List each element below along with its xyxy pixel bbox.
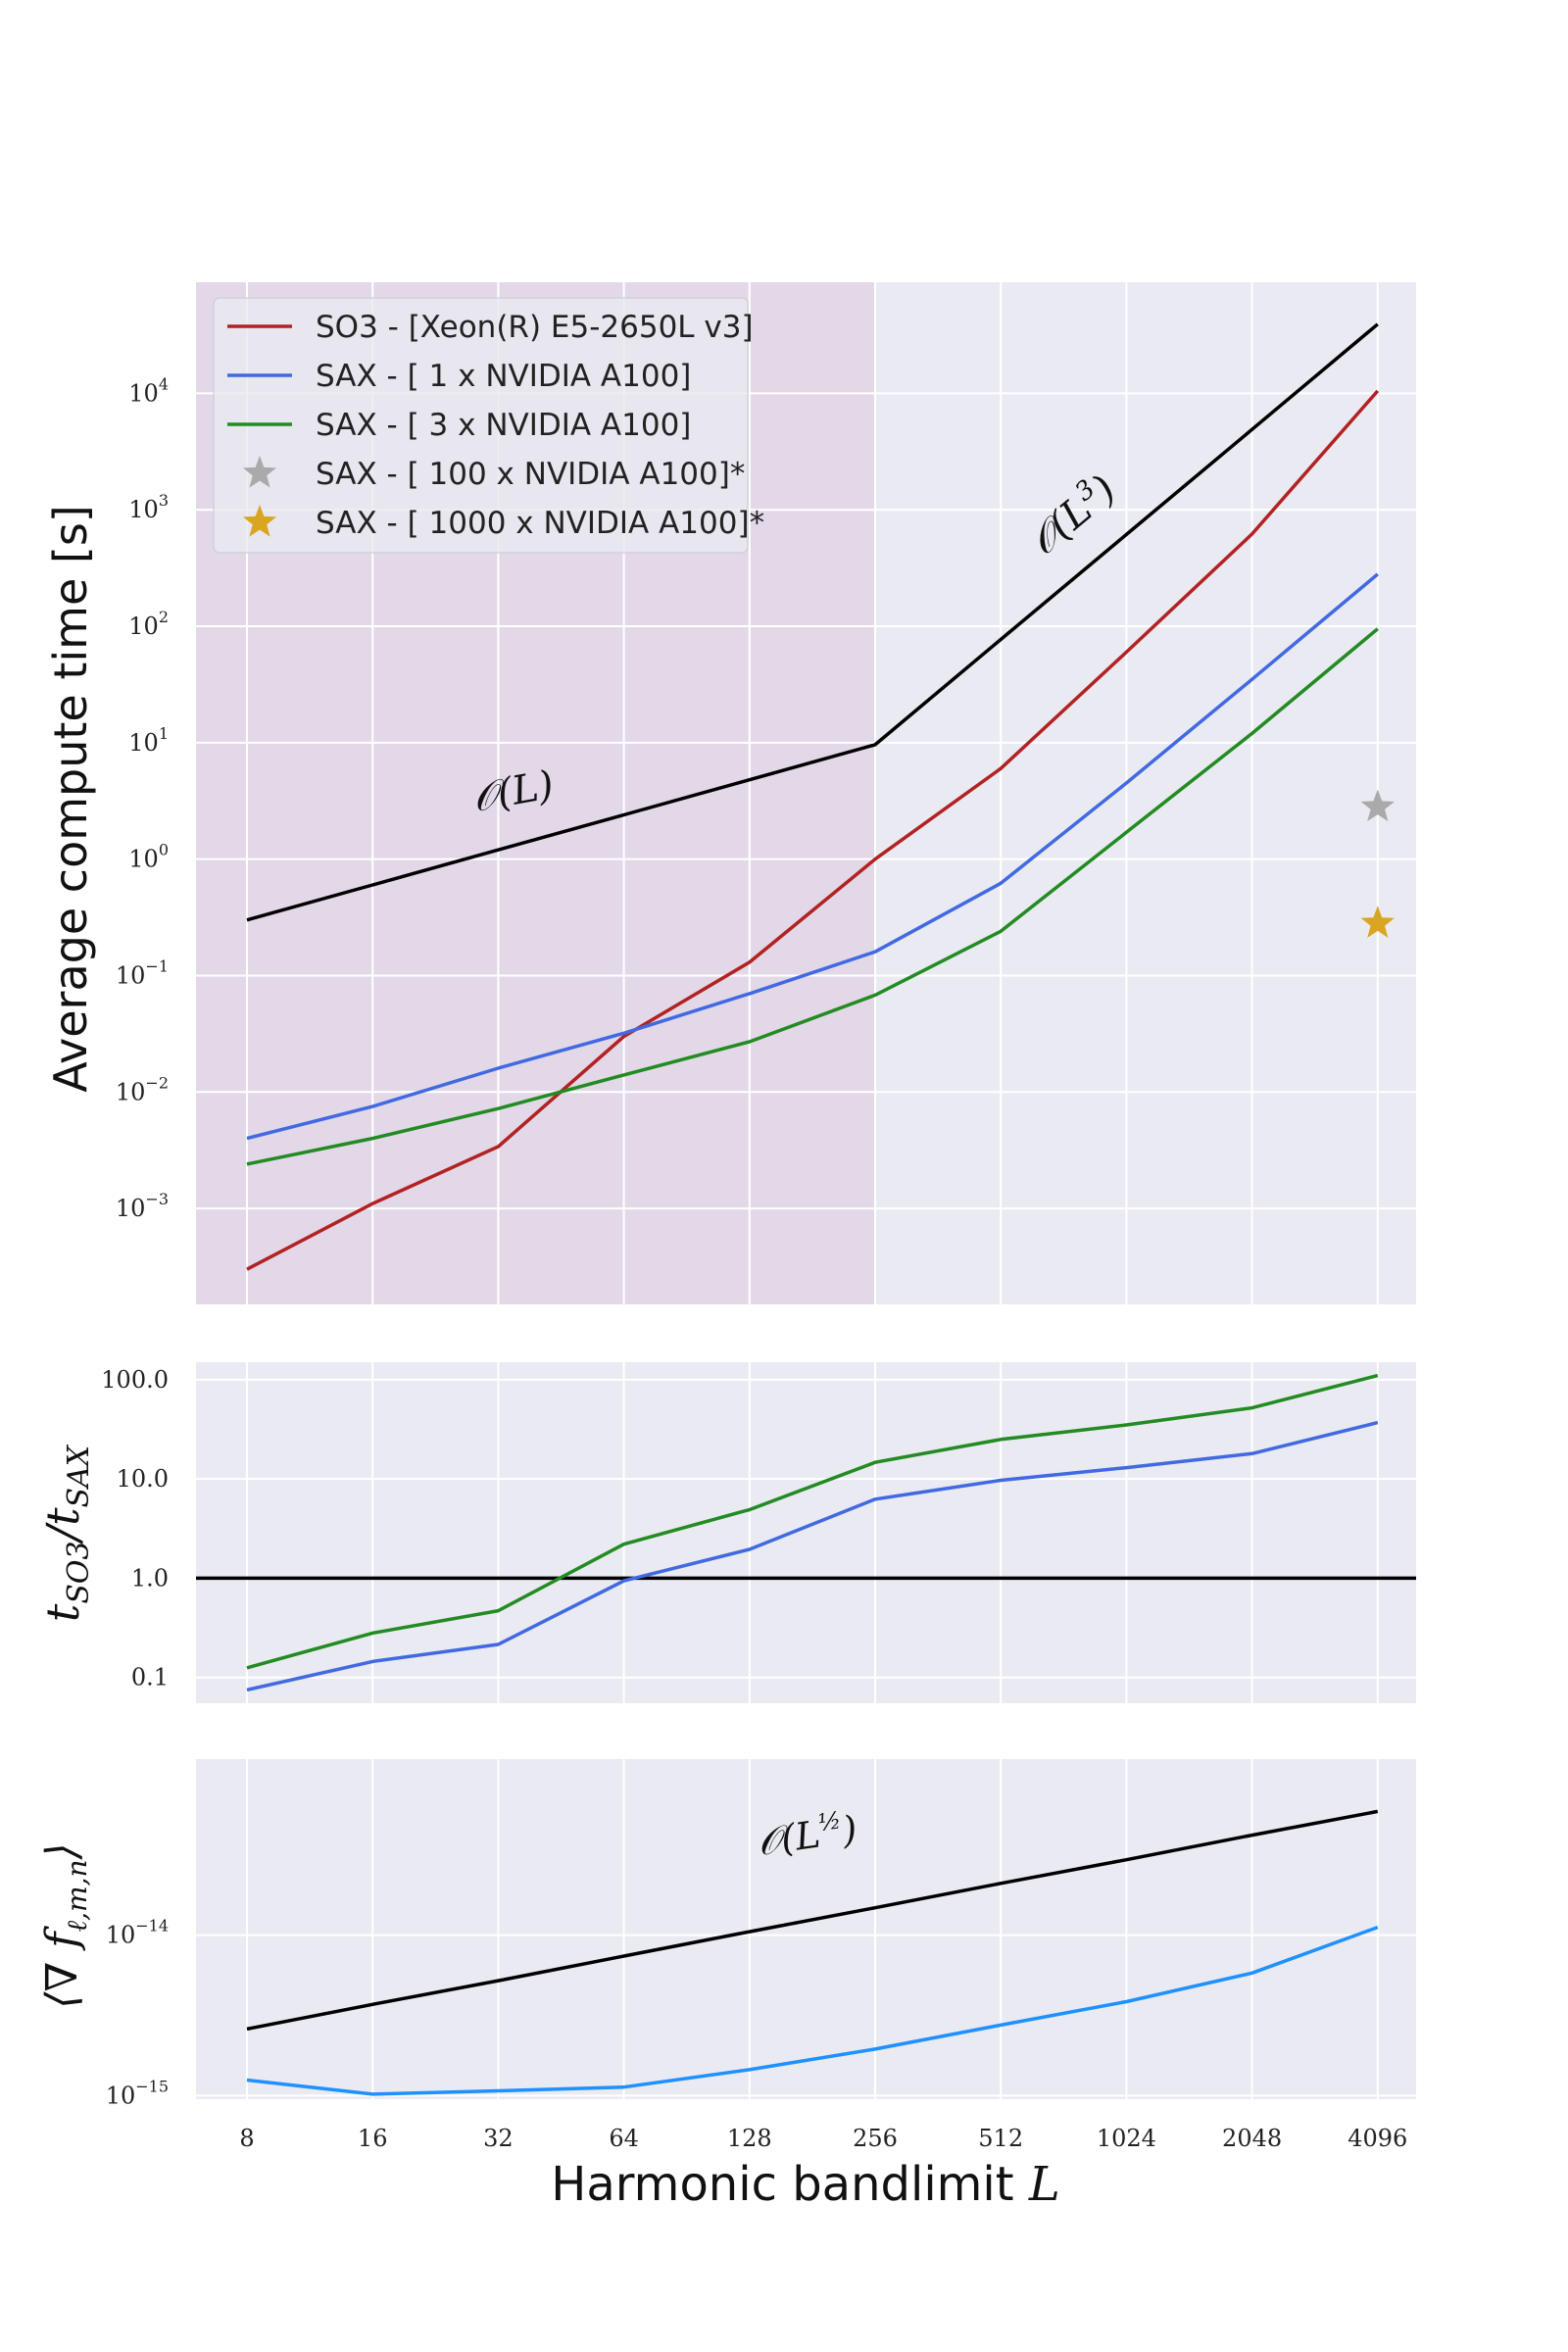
x-tick-label: 16	[358, 2125, 388, 2152]
x-axis-label-text: Harmonic bandlimit	[551, 2157, 1013, 2212]
y-tick-label: 100.0	[101, 1366, 169, 1394]
speedup-y-ticks: 100.0 10.0 1.0 0.1	[101, 1366, 169, 1691]
series-line-sax3	[246, 627, 1379, 1166]
x-axis-label-symbol: L	[1028, 2157, 1060, 2212]
gradient-lines	[246, 1809, 1379, 2096]
gradient-y-label: ⟨∇ fℓ,m,n⟩	[37, 1842, 93, 2008]
y-tick-base: 10	[106, 1922, 136, 1949]
y-tick-base: 10	[128, 612, 159, 640]
speedup-plot-area	[196, 1362, 1416, 1703]
y-tick-exponent: −14	[135, 1917, 169, 1936]
y-tick-base: 10	[106, 2082, 136, 2109]
series-line-grad	[246, 1925, 1379, 2096]
y-tick-label: 10−14	[106, 1917, 169, 1949]
x-tick-label: 1024	[1097, 2125, 1156, 2152]
legend-label-sax1: SAX - [ 1 x NVIDIA A100]	[316, 359, 691, 394]
speedup-lines	[196, 1373, 1416, 1692]
series-line-ref	[246, 1809, 1379, 2032]
y-tick-exponent: −2	[145, 1073, 169, 1092]
y-tick-base: 10	[128, 846, 159, 873]
y-tick-label: 10−15	[106, 2077, 169, 2109]
star-marker-star100	[1360, 789, 1395, 822]
legend-label-so3: SO3 - [Xeon(R) E5-2650L v3]	[316, 310, 754, 345]
series-line-ref	[246, 322, 1379, 922]
svg-text:Harmonic bandlimit L: Harmonic bandlimit L	[551, 2157, 1059, 2212]
y-tick-exponent: 2	[159, 608, 169, 626]
y-tick-label: 1.0	[131, 1564, 169, 1592]
y-tick-exponent: 3	[159, 491, 169, 510]
y-tick-exponent: 4	[159, 374, 169, 393]
series-line-so3	[246, 389, 1380, 1271]
y-tick-label: 100	[128, 841, 169, 873]
legend: SO3 - [Xeon(R) E5-2650L v3] SAX - [ 1 x …	[213, 297, 764, 554]
x-axis-ticks: 8 16 32 64 128 256 512 1024 2048 4096	[239, 2125, 1407, 2152]
compute-time-grid	[196, 282, 1416, 1304]
y-tick-label: 10−3	[116, 1190, 169, 1222]
y-tick-exponent: −1	[145, 956, 169, 975]
star-marker-star1000	[1360, 906, 1395, 938]
series-line-sax1	[246, 1420, 1379, 1692]
legend-label-100: SAX - [ 100 x NVIDIA A100]*	[316, 457, 745, 492]
legend-box	[213, 297, 749, 554]
x-tick-label: 128	[727, 2125, 772, 2152]
series-line-sax1	[246, 572, 1379, 1141]
x-tick-label: 4096	[1348, 2125, 1407, 2152]
y-tick-label: 10−1	[116, 956, 169, 989]
series-line-sax3	[246, 1373, 1379, 1670]
x-tick-label: 512	[978, 2125, 1023, 2152]
y-tick-exponent: 0	[159, 841, 169, 859]
y-tick-base: 10	[116, 1078, 146, 1105]
y-tick-label: 101	[128, 724, 169, 757]
speedup-panel: 100.0 10.0 1.0 0.1 tSO3/tSAX	[36, 1362, 1416, 1703]
legend-star-grey-icon	[242, 456, 277, 488]
x-tick-label: 8	[239, 2125, 254, 2152]
y-tick-label: 0.1	[131, 1664, 169, 1691]
legend-label-1000: SAX - [ 1000 x NVIDIA A100]*	[316, 506, 764, 541]
gradient-grid	[196, 1759, 1416, 2099]
y-tick-exponent: −3	[145, 1190, 169, 1208]
x-tick-label: 256	[853, 2125, 898, 2152]
x-tick-label: 32	[483, 2125, 514, 2152]
y-tick-label: 103	[128, 491, 169, 523]
y-tick-label: 10−2	[116, 1073, 169, 1105]
y-tick-base: 10	[128, 379, 159, 407]
y-tick-base: 10	[116, 961, 146, 989]
svg-text:tSO3/tSAX: tSO3/tSAX	[36, 1444, 96, 1622]
y-tick-label: 102	[128, 608, 169, 640]
y-tick-base: 10	[128, 729, 159, 757]
y-tick-base: 10	[128, 496, 159, 523]
speedup-y-label: tSO3/tSAX	[36, 1444, 96, 1622]
x-axis-label: Harmonic bandlimit L	[551, 2157, 1059, 2212]
svg-text:⟨∇ fℓ,m,n⟩: ⟨∇ fℓ,m,n⟩	[37, 1842, 93, 2008]
legend-star-gold-icon	[242, 505, 277, 537]
compute-time-markers	[1360, 789, 1395, 938]
x-tick-label: 2048	[1222, 2125, 1282, 2152]
x-tick-label: 64	[609, 2125, 639, 2152]
y-tick-exponent: −15	[135, 2077, 169, 2095]
y-tick-exponent: 1	[159, 724, 169, 743]
legend-label-sax3: SAX - [ 3 x NVIDIA A100]	[316, 408, 691, 443]
y-tick-base: 10	[116, 1195, 146, 1222]
compute-time-y-label: Average compute time [s]	[44, 505, 97, 1092]
compute-time-lines	[246, 322, 1380, 1271]
y-tick-label: 10.0	[117, 1465, 169, 1493]
y-tick-label: 104	[128, 374, 169, 407]
gradient-plot-area	[196, 1759, 1416, 2099]
